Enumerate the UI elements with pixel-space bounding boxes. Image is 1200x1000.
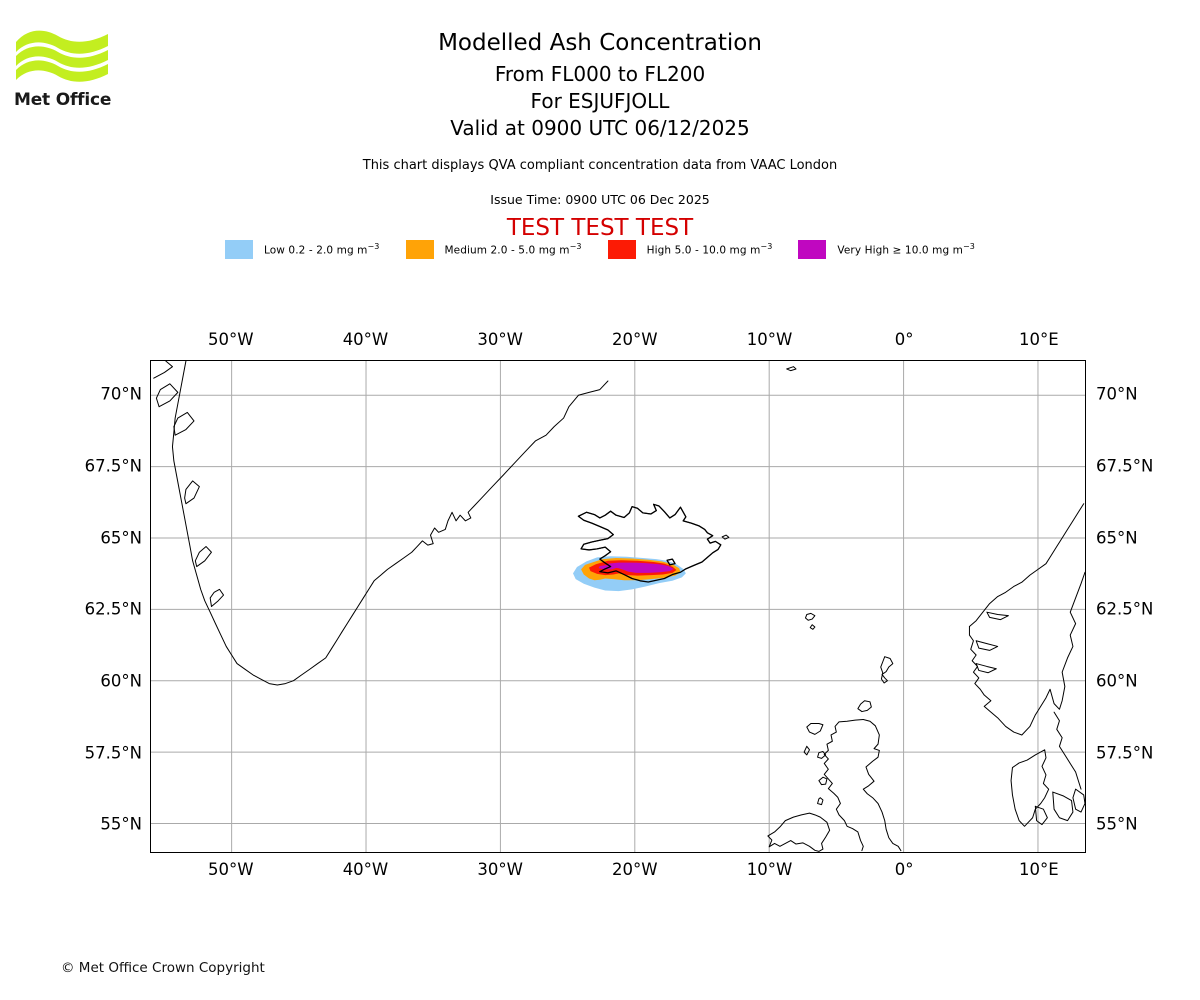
coastline-norway-fjord2 <box>975 663 997 674</box>
legend-color-swatch <box>798 240 827 259</box>
coastline-islay <box>817 797 824 806</box>
valid-time: Valid at 0900 UTC 06/12/2025 <box>450 116 750 140</box>
axis-label-longitude-bottom: 40°W <box>342 860 389 879</box>
coastline-greenland-inner1 <box>209 588 225 607</box>
coastline-zealand <box>1052 791 1074 822</box>
legend-color-swatch <box>225 240 254 259</box>
map-plot-area <box>150 360 1086 853</box>
map-gridlines <box>151 361 1085 852</box>
axis-label-longitude-top: 10°W <box>746 330 793 349</box>
coastline-orkney <box>857 700 872 713</box>
coastline-lewis <box>806 723 824 735</box>
axis-label-latitude-left: 70°N <box>100 384 142 404</box>
coastlines-overlay <box>577 503 722 583</box>
axis-label-latitude-left: 67.5°N <box>84 456 142 476</box>
page-title: Modelled Ash Concentration <box>438 30 762 56</box>
flight-level-range: From FL000 to FL200 <box>494 62 706 86</box>
coastline-ireland <box>767 812 831 852</box>
coastline-greenland-east <box>171 361 609 686</box>
coastline-norway-fjord3 <box>986 611 1009 621</box>
volcano-name: For ESJUFJOLL <box>530 89 670 113</box>
coastline-greenland-nw3 <box>153 361 173 379</box>
copyright-text: © Met Office Crown Copyright <box>61 960 265 976</box>
axis-label-longitude-bottom: 20°W <box>612 860 658 879</box>
axis-label-latitude-right: 57.5°N <box>1096 743 1154 763</box>
ash-plume-contours <box>572 556 686 592</box>
coastline-jan-mayen <box>786 366 797 372</box>
coastline-britain <box>862 719 902 852</box>
met-office-logo: Met Office <box>14 26 114 116</box>
concentration-legend: Low 0.2 - 2.0 mg m−3 Medium 2.0 - 5.0 mg … <box>0 240 1200 259</box>
coastline-shetland <box>880 656 894 684</box>
coastline-uist <box>803 745 810 756</box>
coastline-sweden-south <box>1072 788 1085 813</box>
legend-color-swatch <box>607 240 636 259</box>
axis-label-latitude-right: 65°N <box>1096 528 1138 548</box>
coastline-greenland-inner2 <box>194 546 212 568</box>
coastline-sweden-west <box>1053 711 1082 790</box>
legend-label: Medium 2.0 - 5.0 mg m−3 <box>444 242 582 257</box>
coastline-greenland-nw1 <box>173 411 195 436</box>
legend-label: Low 0.2 - 2.0 mg m−3 <box>264 242 380 257</box>
axis-label-latitude-right: 60°N <box>1096 671 1138 691</box>
coastline-skye <box>817 751 827 759</box>
coastline-iceland-overlay <box>577 503 722 583</box>
ash-contour-veryhigh <box>607 562 674 573</box>
coastline-iceland-vatna-overlay <box>666 558 676 566</box>
axis-label-latitude-left: 65°N <box>100 528 142 548</box>
axis-label-longitude-top: 50°W <box>208 330 254 349</box>
map-canvas <box>151 361 1085 852</box>
coastline-norway-fjord1 <box>975 640 999 651</box>
legend-item: Low 0.2 - 2.0 mg m−3 <box>225 240 379 259</box>
map-container <box>150 360 1086 853</box>
axis-label-longitude-bottom: 30°W <box>477 860 523 879</box>
axis-label-longitude-bottom: 0° <box>894 860 914 879</box>
legend-color-swatch <box>405 240 434 259</box>
issue-time: Issue Time: 0900 UTC 06 Dec 2025 <box>490 192 710 207</box>
axis-label-longitude-bottom: 10°W <box>746 860 793 879</box>
axis-label-latitude-left: 62.5°N <box>84 599 142 619</box>
coastline-bear <box>721 534 730 540</box>
coastline-greenland-inner3 <box>184 480 200 505</box>
axis-label-longitude-top: 40°W <box>342 330 389 349</box>
test-banner: TEST TEST TEST <box>506 215 694 241</box>
coastline-denmark <box>1010 749 1050 827</box>
axis-label-latitude-right: 62.5°N <box>1096 599 1154 619</box>
axis-label-latitude-right: 55°N <box>1096 814 1138 834</box>
legend-item: Very High ≥ 10.0 mg m−3 <box>798 240 975 259</box>
coastline-faroe <box>804 612 816 621</box>
axis-label-latitude-right: 70°N <box>1096 384 1138 404</box>
coastline-norway-south <box>968 571 1085 736</box>
met-office-wave-icon <box>16 30 108 82</box>
axis-label-latitude-right: 67.5°N <box>1096 456 1154 476</box>
legend-label: Very High ≥ 10.0 mg m−3 <box>837 242 975 257</box>
coastline-funen <box>1034 805 1048 826</box>
coastline-faroe2 <box>809 624 816 630</box>
axis-label-latitude-left: 57.5°N <box>84 743 142 763</box>
qva-note: This chart displays QVA compliant concen… <box>362 158 838 173</box>
axis-label-longitude-top: 20°W <box>612 330 658 349</box>
legend-item: High 5.0 - 10.0 mg m−3 <box>607 240 773 259</box>
coastlines <box>153 361 1085 852</box>
axis-label-longitude-top: 10°E <box>1019 330 1059 349</box>
legend-label: High 5.0 - 10.0 mg m−3 <box>646 242 773 257</box>
axis-label-longitude-bottom: 50°W <box>208 860 254 879</box>
axis-label-longitude-top: 0° <box>894 330 914 349</box>
met-office-logo-text: Met Office <box>14 90 112 110</box>
axis-label-longitude-bottom: 10°E <box>1019 860 1059 879</box>
coastline-britain-west <box>823 719 864 852</box>
legend-item: Medium 2.0 - 5.0 mg m−3 <box>405 240 582 259</box>
axis-label-longitude-top: 30°W <box>477 330 523 349</box>
axis-label-latitude-left: 55°N <box>100 814 142 834</box>
axis-label-latitude-left: 60°N <box>100 671 142 691</box>
coastline-greenland-nw2 <box>155 383 179 408</box>
coastline-mull <box>818 776 828 786</box>
coastline-norway <box>968 503 1085 628</box>
